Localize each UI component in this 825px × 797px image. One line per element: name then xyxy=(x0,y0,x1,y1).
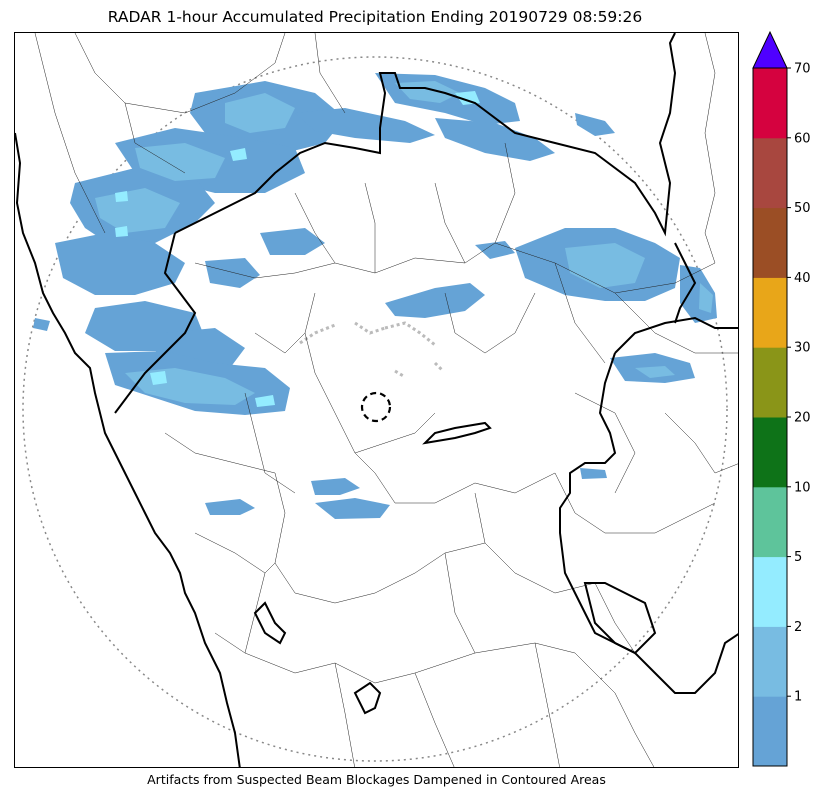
colorbar-bin xyxy=(753,556,787,627)
colorbar-bin xyxy=(753,486,787,558)
colorbar-bin xyxy=(753,207,787,278)
state-boundaries xyxy=(15,33,738,767)
colorbar-bin xyxy=(753,626,787,697)
colorbar-canvas: 1 2 5 10 20 30 40 50 60 70 xyxy=(752,30,811,767)
colorbar-tick-label: 2 xyxy=(794,620,802,635)
radar-site-marker[interactable] xyxy=(360,391,392,423)
colorbar-tick-label: 5 xyxy=(794,550,802,565)
colorbar-tick-label: 70 xyxy=(794,62,811,77)
colorbar-extend-arrow xyxy=(752,30,788,69)
beam-blockage-marks xyxy=(299,321,445,379)
colorbar-bin xyxy=(753,696,787,767)
map-footnote: Artifacts from Suspected Beam Blockages … xyxy=(147,772,606,787)
radar-range-ring xyxy=(22,56,728,762)
colorbar-tick-label: 60 xyxy=(794,131,811,146)
colorbar-tick-label: 20 xyxy=(794,411,811,426)
colorbar-bin xyxy=(753,68,787,139)
colorbar-tick-label: 10 xyxy=(794,480,811,495)
colorbar-bin xyxy=(753,137,787,209)
colorbar-bin xyxy=(753,417,787,488)
radar-map-canvas xyxy=(15,33,738,767)
map-title: RADAR 1-hour Accumulated Precipitation E… xyxy=(107,8,643,26)
colorbar-tick-label: 50 xyxy=(794,201,811,216)
colorbar-bin xyxy=(753,347,787,418)
colorbar-bin xyxy=(753,277,787,348)
colorbar: 1 2 5 10 20 30 40 50 60 70 xyxy=(751,30,821,770)
colorbar-tick-label: 30 xyxy=(794,341,811,356)
precipitation-layer xyxy=(33,73,717,519)
colorbar-tick-label: 40 xyxy=(794,271,811,286)
district-boundaries xyxy=(34,33,738,767)
colorbar-tick-label: 1 xyxy=(794,690,802,705)
radar-map[interactable] xyxy=(14,32,739,768)
